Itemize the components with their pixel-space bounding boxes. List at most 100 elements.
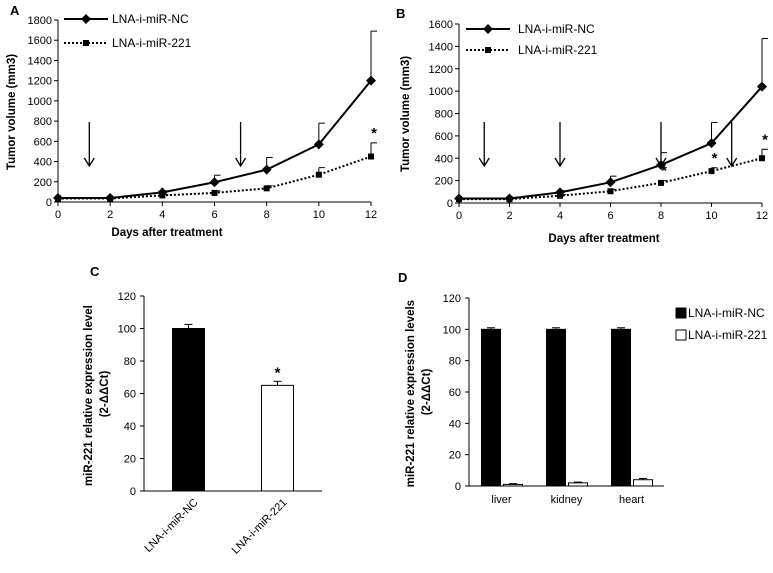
- panel-b-y-tick-label: 600: [435, 131, 453, 143]
- panel-a-x-tick-label: 6: [211, 209, 217, 221]
- panel-d-bar-kidney-221: [568, 482, 588, 487]
- panel-d-bar-liver-221: [503, 483, 523, 487]
- panel-a-y-tick-label: 1600: [28, 35, 52, 47]
- panel-d-bar-chart: D miR-221 relative expression levels (2-…: [398, 270, 768, 506]
- panel-b-point-nc: [757, 81, 767, 92]
- panel-b-treatment-arrowhead: [478, 157, 490, 168]
- panel-c-x-tick-label: LNA-i-miR-221: [230, 497, 290, 557]
- panel-c-bar-221: [261, 384, 294, 492]
- panel-b-label: B: [396, 6, 405, 21]
- panel-b-y-tick-label: 400: [435, 153, 453, 165]
- panel-d-y-tick-label: 100: [443, 324, 461, 336]
- panel-a-point-221: [368, 153, 374, 160]
- panel-b-point-221: [506, 196, 513, 203]
- panel-b-x-tick-label: 10: [705, 210, 717, 222]
- panel-c-y-axis-label-line1: miR-221 relative expression level: [83, 305, 95, 486]
- panel-c-bar-nc: [172, 328, 205, 492]
- panel-c-y-tick-label: 60: [124, 389, 136, 401]
- panel-d-bar-heart-221: [633, 479, 653, 487]
- panel-d-legend-label-nc: LNA-i-miR-NC: [688, 306, 765, 320]
- panel-c-x-tick-label: LNA-i-miR-NC: [142, 497, 200, 555]
- panel-d-bar-kidney-nc: [546, 328, 566, 487]
- panel-b-y-tick-label: 1600: [429, 19, 453, 31]
- panel-b-legend-marker-nc: [483, 24, 493, 34]
- panel-d-y-axis-label-line2: (2-ΔΔCt): [421, 369, 433, 416]
- panel-d-y-tick-label: 0: [455, 481, 461, 493]
- panel-c-y-tick-label: 40: [124, 421, 136, 433]
- panel-b-x-tick-label: 2: [506, 210, 512, 222]
- panel-b-y-axis-label: Tumor volume (mm3): [400, 56, 412, 172]
- panel-a-point-nc: [366, 75, 376, 86]
- panel-b-x-tick-label: 12: [756, 210, 768, 222]
- panel-b-point-221: [607, 188, 614, 195]
- panel-a-x-tick-label: 0: [55, 209, 61, 221]
- panel-a-significance-star: *: [371, 125, 377, 142]
- panel-b-y-tick-label: 0: [447, 198, 453, 210]
- panel-d-legend-label-221: LNA-i-miR-221: [688, 328, 768, 342]
- panel-a-y-tick-label: 400: [34, 157, 52, 169]
- panel-a-point-221: [211, 189, 218, 196]
- panel-a-x-tick-label: 10: [313, 209, 325, 221]
- panel-a-legend-label-nc: LNA-i-miR-NC: [112, 12, 189, 26]
- panel-b-x-tick-label: 0: [456, 210, 462, 222]
- panel-a-y-tick-label: 1800: [28, 15, 52, 27]
- panel-b-treatment-arrowhead: [554, 157, 566, 168]
- panel-c-y-tick-label: 80: [124, 356, 136, 368]
- panel-b-y-tick-label: 1200: [429, 64, 453, 76]
- panel-a-y-axis-label: Tumor volume (mm3): [6, 54, 18, 170]
- panel-a-plot-area: 0 200 400 600 800 1000 1200 1400 1600 1800 0 2 4 6 8 10…: [28, 15, 378, 221]
- panel-c-y-axis-label: miR-221 relative expression level (2-ΔΔC…: [83, 302, 111, 486]
- panel-d-bar-heart-nc: [611, 328, 631, 487]
- panel-b-point-nc: [605, 177, 616, 188]
- panel-a-label: A: [10, 3, 20, 18]
- panel-b-point-221: [557, 192, 563, 199]
- panel-a-legend-marker-221: [83, 40, 89, 46]
- panel-d-y-tick-label: 40: [449, 418, 461, 430]
- panel-b-treatment-arrowhead: [655, 157, 667, 168]
- panel-b-legend: LNA-i-miR-NC LNA-i-miR-221: [466, 22, 598, 57]
- panel-b-x-tick-label: 8: [658, 210, 664, 222]
- panel-b-x-tick-label: 4: [557, 210, 563, 222]
- panel-a-line-chart: A Tumor volume (mm3) Days after treatmen…: [6, 3, 377, 239]
- panel-a-y-tick-label: 1000: [28, 96, 52, 108]
- panel-a-legend-label-221: LNA-i-miR-221: [112, 36, 192, 50]
- panel-c-y-tick-label: 0: [130, 486, 136, 498]
- panel-b-y-tick-label: 800: [435, 109, 453, 121]
- panel-a-x-tick-label: 2: [107, 209, 113, 221]
- panel-a-y-tick-label: 200: [34, 177, 52, 189]
- panel-c-y-tick-label: 120: [118, 291, 136, 303]
- panel-a-y-tick-label: 1400: [28, 55, 52, 67]
- panel-d-legend-swatch-221: [675, 329, 687, 341]
- panel-b-legend-label-nc: LNA-i-miR-NC: [518, 22, 595, 36]
- panel-d-x-tick-label: heart: [619, 494, 644, 506]
- panel-a-x-tick-label: 8: [264, 209, 270, 221]
- panel-a-point-221: [159, 192, 166, 199]
- panel-b-point-221: [658, 179, 664, 186]
- panel-d-plot-area: 0 20 40 60 80 100 120 liver kidney heart: [443, 293, 664, 506]
- panel-a-point-nc: [209, 177, 220, 188]
- panel-c-label: C: [90, 264, 100, 279]
- panel-b-significance-star: *: [712, 150, 718, 167]
- panel-a-point-221: [55, 195, 61, 202]
- panel-c-significance-star: *: [275, 364, 281, 381]
- panel-a-point-221: [263, 185, 270, 192]
- panel-a-treatment-arrowhead: [235, 157, 247, 168]
- panel-a-x-tick-label: 12: [365, 209, 377, 221]
- panel-c-y-tick-label: 20: [124, 454, 136, 466]
- panel-b-treatment-arrowhead: [726, 157, 738, 168]
- panel-d-y-tick-label: 80: [449, 356, 461, 368]
- panel-d-x-tick-label: kidney: [551, 494, 583, 506]
- panel-d-x-tick-label: liver: [491, 494, 512, 506]
- panel-d-y-axis-label: miR-221 relative expression levels (2-ΔΔ…: [405, 297, 433, 488]
- panel-d-y-tick-label: 20: [449, 450, 461, 462]
- panel-b-legend-marker-221: [485, 47, 491, 53]
- panel-d-y-tick-label: 120: [443, 293, 461, 305]
- panel-b-significance-star: *: [762, 131, 768, 148]
- panel-a-y-tick-label: 1200: [28, 76, 52, 88]
- panel-a-point-nc: [313, 139, 324, 150]
- panel-d-legend: LNA-i-miR-NC LNA-i-miR-221: [675, 306, 768, 342]
- panel-b-x-axis-label: Days after treatment: [548, 233, 659, 245]
- panel-b-y-tick-label: 1000: [429, 86, 453, 98]
- panel-b-point-221: [708, 168, 715, 175]
